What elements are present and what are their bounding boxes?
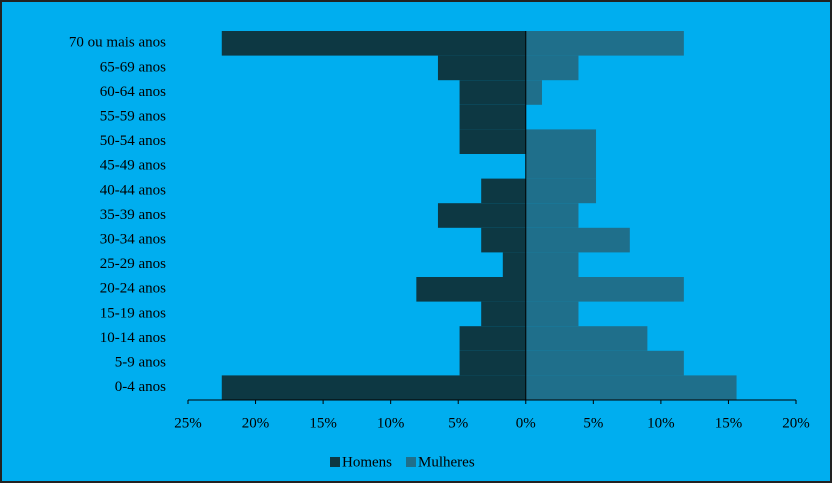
bar — [525, 31, 684, 56]
bar — [525, 55, 579, 81]
y-tick-label: 40-44 anos — [100, 182, 166, 198]
y-tick-label: 5-9 anos — [115, 355, 166, 371]
y-tick-label: 30-34 anos — [100, 232, 166, 248]
x-tick-label: 20% — [782, 415, 810, 431]
bar — [481, 178, 526, 204]
bar — [525, 129, 597, 154]
bar — [525, 203, 579, 228]
x-tick-label: 10% — [647, 415, 675, 431]
bar — [437, 203, 526, 228]
x-tick-label: 25% — [174, 415, 202, 431]
bar — [459, 104, 526, 130]
x-tick-label: 15% — [715, 415, 743, 431]
y-tick-label: 60-64 anos — [100, 84, 166, 100]
bar — [525, 178, 597, 204]
bar — [525, 301, 579, 327]
bar — [525, 375, 737, 400]
bar — [525, 326, 648, 351]
y-tick-label: 50-54 anos — [100, 133, 166, 149]
legend-label: Mulheres — [418, 454, 475, 470]
bar — [459, 129, 526, 154]
y-tick-label: 0-4 anos — [115, 379, 166, 395]
x-tick-label: 20% — [242, 415, 270, 431]
y-tick-label: 25-29 anos — [100, 256, 166, 272]
bar — [459, 80, 526, 105]
bar — [502, 252, 526, 277]
bar — [525, 350, 684, 376]
y-tick-label: 35-39 anos — [100, 207, 166, 223]
bar — [459, 326, 526, 351]
legend-swatch — [330, 457, 340, 467]
y-tick-label: 65-69 anos — [100, 59, 166, 75]
bar — [481, 227, 526, 253]
bar — [221, 31, 526, 56]
bar — [525, 277, 684, 302]
bar — [221, 375, 526, 400]
x-tick-label: 5% — [448, 415, 468, 431]
bar — [525, 80, 542, 105]
bar — [525, 227, 630, 253]
x-tick-label: 15% — [309, 415, 337, 431]
y-tick-label: 70 ou mais anos — [69, 35, 166, 51]
x-tick-label: 10% — [377, 415, 405, 431]
x-tick-label: 0% — [516, 415, 536, 431]
x-tick-label: 5% — [583, 415, 603, 431]
bar — [481, 301, 526, 327]
bar — [459, 350, 526, 376]
legend-swatch — [406, 457, 416, 467]
y-tick-label: 10-14 anos — [100, 330, 166, 346]
y-tick-label: 45-49 anos — [100, 158, 166, 174]
bar — [525, 252, 579, 277]
y-tick-label: 15-19 anos — [100, 305, 166, 321]
bar — [416, 277, 526, 302]
bar — [525, 154, 597, 179]
bar — [437, 55, 526, 81]
y-tick-label: 20-24 anos — [100, 281, 166, 297]
legend-label: Homens — [342, 454, 392, 470]
y-tick-label: 55-59 anos — [100, 109, 166, 125]
